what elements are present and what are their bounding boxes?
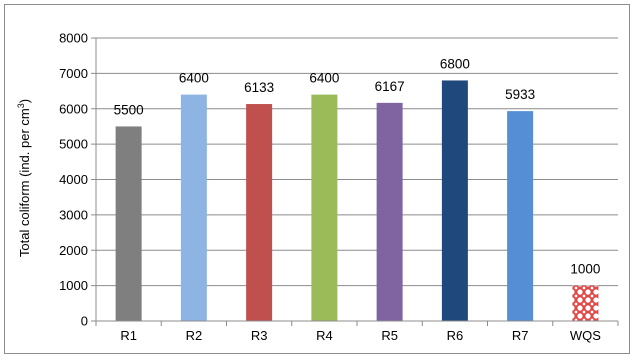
data-label-r6: 6800 bbox=[440, 56, 470, 71]
data-label-r5: 6167 bbox=[375, 79, 405, 94]
labels: 0 1000 2000 3000 4000 5000 6000 7000 8000 5500 R1 6… bbox=[59, 31, 601, 344]
x-tick-label-wqs: WQS bbox=[570, 328, 601, 343]
x-tick-label-r2: R2 bbox=[186, 328, 203, 343]
y-axis-title-main: Total coliform (ind. per cm bbox=[17, 108, 32, 257]
bar-r4 bbox=[311, 94, 338, 321]
data-label-r3: 6133 bbox=[244, 80, 274, 95]
y-tick-label: 8000 bbox=[59, 31, 88, 46]
y-tick-label: 2000 bbox=[59, 243, 88, 258]
x-tick-label-r3: R3 bbox=[251, 328, 268, 343]
bar-r6 bbox=[441, 80, 468, 321]
x-tick-label-r1: R1 bbox=[120, 328, 137, 343]
y-tick-label: 5000 bbox=[59, 137, 88, 152]
x-tick-label-r6: R6 bbox=[447, 328, 464, 343]
bar-r1 bbox=[115, 126, 142, 321]
y-axis-title-close: ) bbox=[17, 99, 32, 103]
y-tick-label: 7000 bbox=[59, 66, 88, 81]
data-label-r7: 5933 bbox=[505, 87, 535, 102]
data-label-r2: 6400 bbox=[179, 71, 209, 86]
data-label-r1: 5500 bbox=[114, 102, 144, 117]
y-tick-label: 6000 bbox=[59, 101, 88, 116]
axes bbox=[91, 37, 619, 326]
data-label-r4: 6400 bbox=[309, 71, 339, 86]
x-tick-label-r4: R4 bbox=[316, 328, 333, 343]
y-tick-label: 0 bbox=[81, 314, 88, 329]
x-tick-label-r7: R7 bbox=[512, 328, 529, 343]
y-tick-label: 3000 bbox=[59, 207, 88, 222]
bar-r3 bbox=[246, 104, 273, 321]
bar-r7 bbox=[507, 111, 534, 322]
y-axis-title: Total coliform (ind. per cm3) bbox=[16, 99, 32, 257]
bars bbox=[115, 80, 599, 322]
y-tick-label: 4000 bbox=[59, 172, 88, 187]
y-tick-label: 1000 bbox=[59, 278, 88, 293]
bar-r2 bbox=[180, 94, 207, 321]
y-axis-title-sup: 3 bbox=[16, 103, 26, 108]
x-tick-label-r5: R5 bbox=[381, 328, 398, 343]
gridlines bbox=[96, 37, 618, 287]
data-label-wqs: 1000 bbox=[570, 262, 600, 277]
bar-wqs bbox=[572, 285, 599, 321]
bar-r5 bbox=[376, 102, 403, 321]
